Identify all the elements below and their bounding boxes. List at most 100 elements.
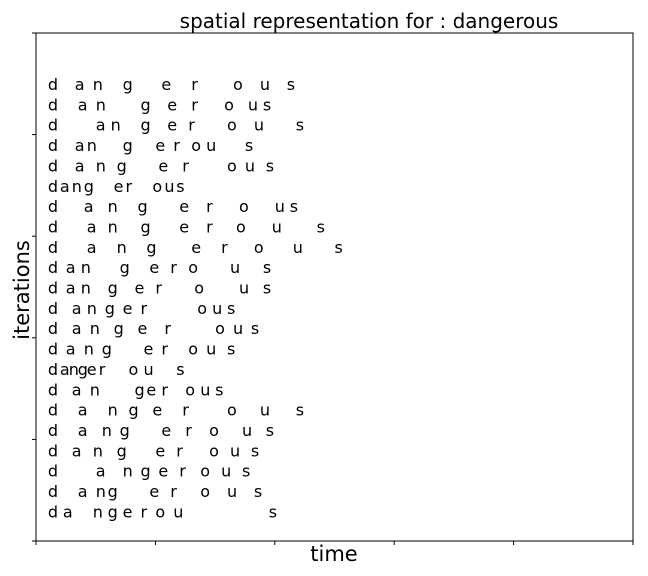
letter-mark: d [48,340,58,359]
letter-mark: g [117,441,127,460]
letter-mark: u [239,279,249,298]
letter-mark: n [93,441,103,460]
letter-mark: r [191,75,198,94]
letter-mark: s [176,360,184,379]
letter-mark: o [215,319,225,338]
letter-mark: u [230,258,240,277]
letter-mark: d [48,380,58,399]
letter-mark: e [161,75,171,94]
letter-mark: u [248,95,258,114]
letter-mark: r [170,482,177,501]
letter-mark: n [111,116,121,135]
plot-area: d a n g e r o u sd a n g e r o u sd a n g e r o u sd a n g e r o u sd a n g… [32,32,634,545]
letter-mark: d [48,462,58,481]
letter-mark: e [191,238,201,257]
letter-mark: a [75,75,85,94]
letter-mark: g [108,482,118,501]
letter-mark: n [93,75,103,94]
letter-mark: d [48,319,58,338]
letter-mark: n [87,299,97,318]
letter-mark: o [254,238,264,257]
letter-mark: g [141,218,151,237]
letter-mark: o [227,156,237,175]
letter-mark: d [48,238,58,257]
letter-mark: g [123,136,133,155]
letter-mark: e [123,502,133,521]
letter-mark: n [72,177,82,196]
letter-mark: r [141,502,148,521]
letter-mark: e [152,401,162,420]
letter-mark: o [188,258,198,277]
letter-mark: d [48,482,58,501]
letter-mark: o [129,360,139,379]
letter-mark: a [60,360,70,379]
letter-mark: e [138,319,148,338]
letter-mark: o [227,116,237,135]
letter-mark: g [108,279,118,298]
letter-mark: o [200,462,210,481]
letter-mark: g [120,421,130,440]
letter-mark: d [48,75,58,94]
letter-mark: s [290,197,298,216]
letter-mark: a [78,421,88,440]
letter-mark: o [188,340,198,359]
letter-mark: e [146,380,156,399]
letter-mark: g [129,401,139,420]
letter-mark: n [90,380,100,399]
letter-mark: u [173,502,183,521]
letter-mark: r [182,156,189,175]
letter-mark: r [164,319,171,338]
letter-mark: e [155,136,165,155]
letter-mark: r [188,116,195,135]
letter-mark: a [78,482,88,501]
letter-mark: n [96,95,106,114]
letter-mark: a [72,319,82,338]
letter-mark: u [245,156,255,175]
letter-mark: u [260,75,270,94]
letter-mark: r [185,421,192,440]
letter-mark: d [48,156,58,175]
letter-mark: n [108,218,118,237]
letter-mark: n [81,258,91,277]
letter-mark: o [185,380,195,399]
letter-mark: s [245,136,253,155]
letter-mark: s [176,177,184,196]
letter-mark: u [144,360,154,379]
letter-mark: e [144,340,154,359]
letter-mark: s [287,75,295,94]
y-axis-label: iterations [10,240,34,340]
letter-mark: r [206,197,213,216]
letter-mark: s [266,421,274,440]
letter-mark: o [197,299,207,318]
letter-mark: g [141,462,151,481]
letter-mark: u [293,238,303,257]
letter-mark: s [263,279,271,298]
letter-mark: n [96,156,106,175]
letter-mark: a [72,380,82,399]
letter-mark: g [141,116,151,135]
letter-mark: n [84,340,94,359]
letter-mark: u [242,421,252,440]
letter-mark: s [317,218,325,237]
letter-mark: g [105,299,115,318]
letter-mark: u [164,177,174,196]
letter-mark: s [242,462,250,481]
letter-mark: u [254,116,264,135]
letter-mark: a [60,177,70,196]
letter-mark: g [117,156,127,175]
letter-mark: g [138,197,148,216]
letter-mark: r [179,462,186,481]
letter-mark: g [141,95,151,114]
letter-mark: e [87,360,97,379]
chart-title: spatial representation for : dangerous [180,9,559,33]
letter-mark: u [260,401,270,420]
letter-mark: n [81,279,91,298]
letter-mark: g [78,360,88,379]
letter-mark: r [170,258,177,277]
letter-mark: a [75,136,85,155]
letter-mark: u [200,380,210,399]
letter-mark: o [227,401,237,420]
letter-mark: n [69,360,79,379]
letter-mark: a [78,401,88,420]
letter-mark: u [206,340,216,359]
